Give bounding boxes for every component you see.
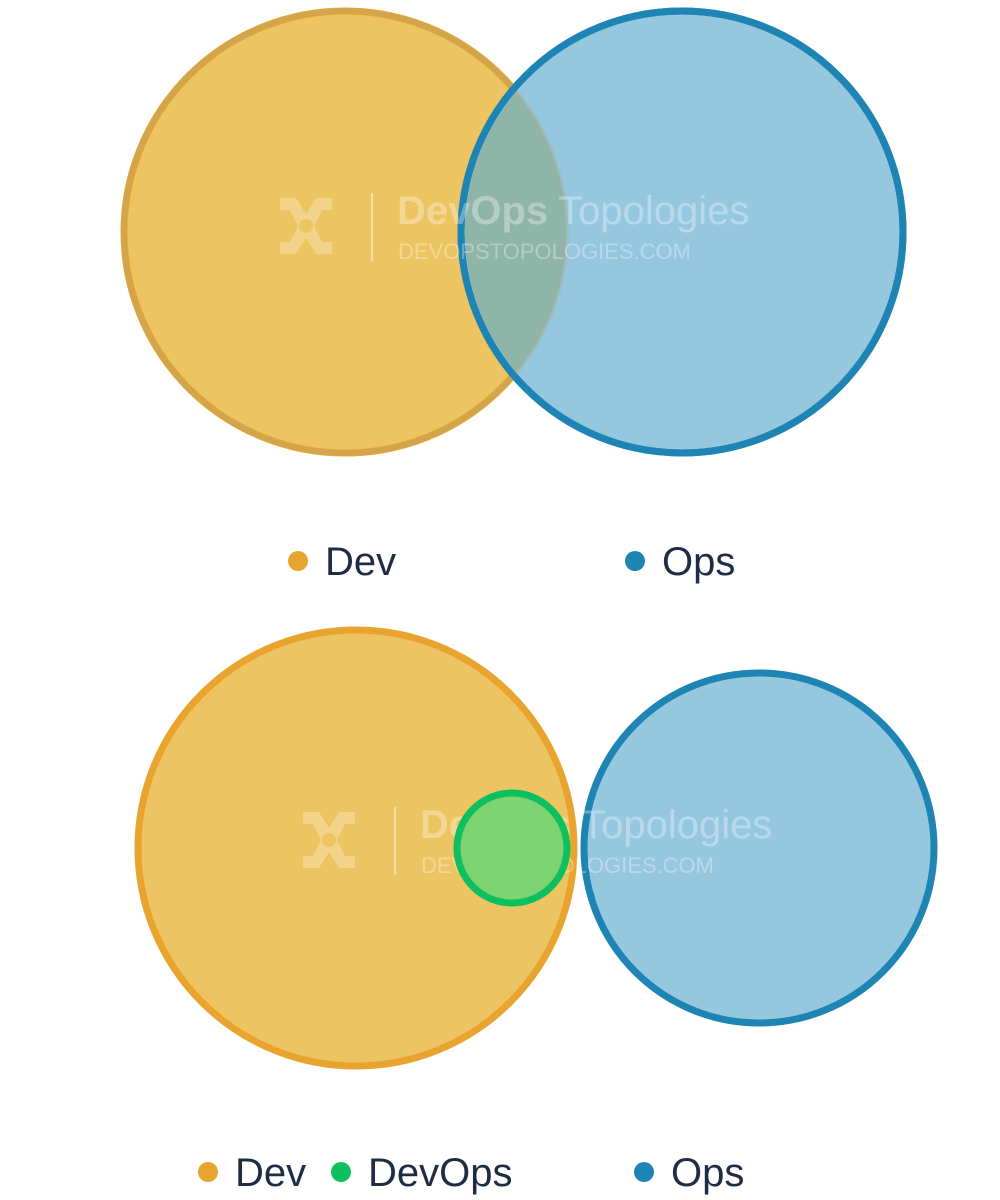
bottom-legend-devops-swatch [331, 1162, 351, 1182]
bottom-legend-ops-swatch [634, 1162, 654, 1182]
bottom-devops-circle [453, 789, 571, 907]
bottom-dev-circle [134, 626, 578, 1070]
devops-topologies-logo-icon [280, 198, 332, 254]
top-legend-dev-swatch [288, 551, 308, 571]
bottom-legend-dev-swatch [198, 1162, 218, 1182]
top-watermark-brand-bold: DevOps [397, 189, 548, 233]
bottom-ops-circle [580, 669, 938, 1027]
bottom-legend: Dev DevOps Ops [198, 1151, 744, 1195]
top-legend-item-ops: Ops [625, 540, 735, 584]
top-legend: Dev Ops [288, 540, 735, 584]
top-legend-ops-swatch [625, 551, 645, 571]
top-watermark-url: DEVOPSTOPOLOGIES.COM [398, 239, 691, 264]
bottom-legend-dev-label: Dev [235, 1151, 306, 1195]
bottom-legend-devops-label: DevOps [368, 1151, 513, 1195]
bottom-legend-ops-label: Ops [671, 1151, 744, 1195]
top-venn-diagram: DevOps Topologies DEVOPSTOPOLOGIES.COM [120, 7, 907, 457]
top-legend-dev-label: Dev [325, 540, 396, 584]
bottom-legend-item-devops: DevOps [331, 1151, 513, 1195]
top-legend-item-dev: Dev [288, 540, 396, 584]
top-legend-ops-label: Ops [662, 540, 735, 584]
bottom-legend-item-dev: Dev [198, 1151, 306, 1195]
bottom-watermark-brand-light: Topologies [581, 803, 772, 847]
top-watermark: DevOps Topologies DEVOPSTOPOLOGIES.COM [280, 189, 749, 264]
bottom-legend-item-ops: Ops [634, 1151, 744, 1195]
devops-topologies-logo-icon [303, 812, 355, 868]
top-watermark-brand-light: Topologies [558, 189, 749, 233]
